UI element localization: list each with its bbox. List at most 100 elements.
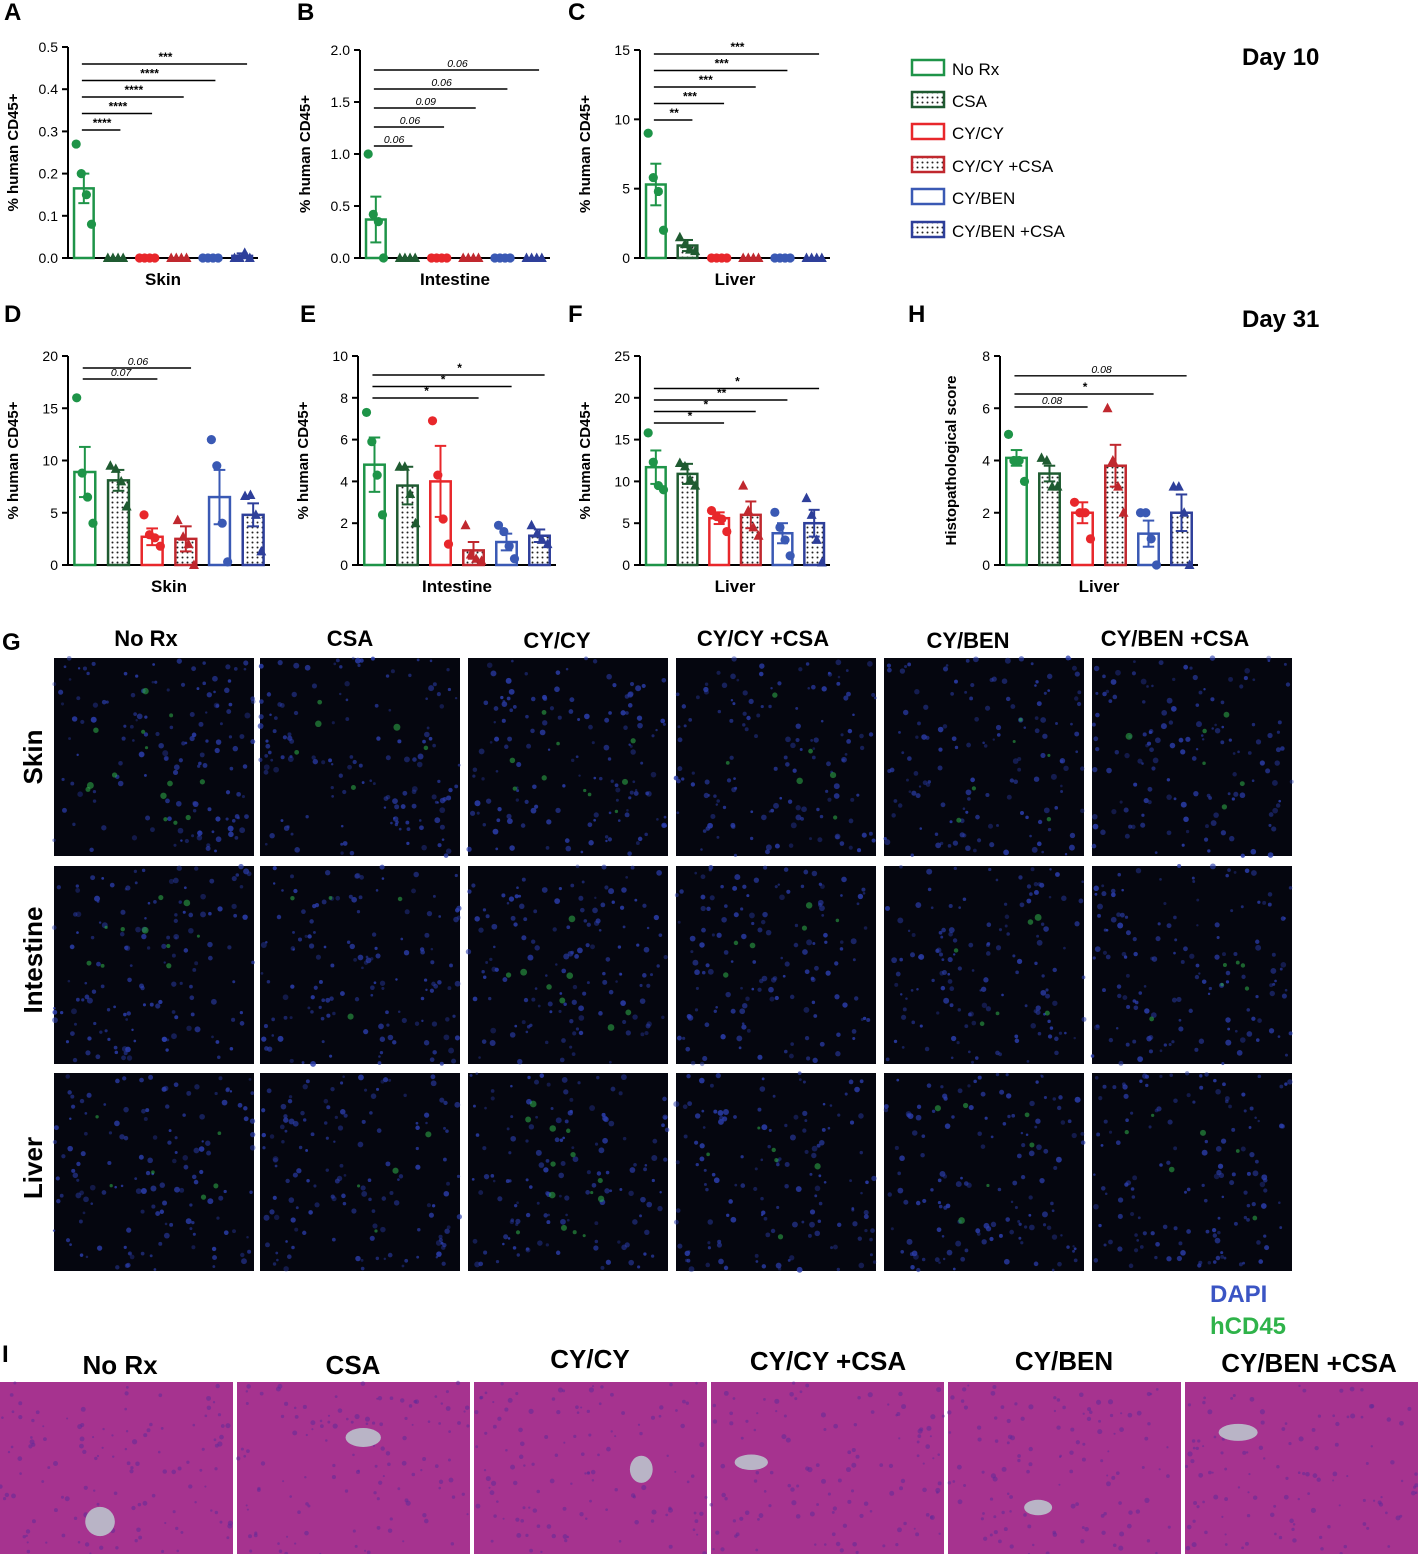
dapi-nucleus xyxy=(577,947,583,954)
he-nucleus xyxy=(1127,1412,1133,1418)
data-point xyxy=(811,534,822,544)
legend-label: CY/BEN +CSA xyxy=(952,222,1066,241)
dapi-nucleus xyxy=(990,1221,997,1228)
dapi-nucleus xyxy=(746,1028,751,1033)
significance-label: *** xyxy=(683,90,697,104)
he-nucleus xyxy=(556,1409,561,1415)
dapi-nucleus xyxy=(439,704,445,709)
dapi-nucleus xyxy=(891,957,898,964)
dapi-nucleus xyxy=(371,1209,376,1213)
he-nucleus xyxy=(354,1544,358,1548)
dapi-nucleus xyxy=(713,794,717,798)
dapi-nucleus xyxy=(1043,1095,1047,1100)
dapi-nucleus xyxy=(136,713,143,720)
dapi-nucleus xyxy=(281,1139,285,1144)
dapi-nucleus xyxy=(698,1077,705,1084)
significance-label: 0.09 xyxy=(416,96,437,108)
dapi-nucleus xyxy=(903,664,908,669)
stain-label-hcd45: hCD45 xyxy=(1210,1313,1286,1340)
dapi-nucleus xyxy=(147,1157,153,1164)
dapi-nucleus xyxy=(789,994,795,1000)
he-nucleus xyxy=(192,1423,196,1427)
dapi-nucleus xyxy=(123,1012,127,1017)
dapi-nucleus xyxy=(587,822,593,828)
dapi-nucleus xyxy=(1041,1211,1048,1218)
dapi-nucleus xyxy=(849,1120,855,1125)
he-nucleus xyxy=(102,1427,105,1431)
he-nucleus xyxy=(282,1480,285,1483)
he-nucleus xyxy=(84,1542,90,1547)
dapi-nucleus xyxy=(397,1010,401,1014)
hcd45-signal xyxy=(956,817,962,823)
dapi-nucleus xyxy=(90,716,97,723)
dapi-nucleus xyxy=(1166,1160,1171,1165)
he-nucleus xyxy=(389,1517,393,1521)
dapi-nucleus xyxy=(1279,1084,1284,1089)
dapi-nucleus xyxy=(1125,973,1130,978)
dapi-nucleus xyxy=(354,997,360,1002)
dapi-nucleus xyxy=(200,893,206,900)
he-nucleus xyxy=(438,1479,444,1484)
data-point xyxy=(1179,507,1190,517)
he-nucleus xyxy=(389,1396,394,1400)
dapi-nucleus xyxy=(981,1239,987,1245)
dapi-nucleus xyxy=(984,705,991,711)
he-nucleus xyxy=(427,1420,431,1423)
dapi-nucleus xyxy=(1122,1084,1128,1090)
dapi-nucleus xyxy=(380,1079,385,1084)
he-nucleus xyxy=(570,1482,573,1485)
dapi-nucleus xyxy=(404,909,410,915)
dapi-nucleus xyxy=(62,807,67,813)
dapi-nucleus xyxy=(1225,1017,1231,1023)
dapi-nucleus xyxy=(952,1267,956,1271)
dapi-nucleus xyxy=(1197,1263,1202,1268)
dapi-nucleus xyxy=(264,1046,269,1051)
he-nucleus xyxy=(1185,1545,1191,1551)
dapi-nucleus xyxy=(485,798,492,804)
dapi-nucleus xyxy=(51,925,57,930)
dapi-nucleus xyxy=(723,1109,729,1115)
dapi-nucleus xyxy=(221,1099,228,1106)
dapi-nucleus xyxy=(546,1220,551,1225)
data-point xyxy=(653,186,663,197)
dapi-nucleus xyxy=(224,687,230,693)
dapi-nucleus xyxy=(938,747,943,752)
he-nucleus xyxy=(659,1405,664,1410)
dapi-nucleus xyxy=(432,1050,437,1055)
dapi-nucleus xyxy=(1117,1197,1124,1203)
hcd45-signal xyxy=(100,963,105,968)
dapi-nucleus xyxy=(126,1011,131,1016)
dapi-nucleus xyxy=(938,1204,943,1209)
dapi-nucleus xyxy=(973,1079,977,1084)
dapi-nucleus xyxy=(817,837,823,843)
dapi-nucleus xyxy=(120,909,126,915)
dapi-nucleus xyxy=(588,840,594,846)
dapi-nucleus xyxy=(349,943,355,950)
he-nucleus xyxy=(1380,1496,1383,1499)
dapi-nucleus xyxy=(810,739,814,742)
dapi-nucleus xyxy=(1055,1156,1062,1163)
dapi-nucleus xyxy=(725,991,731,998)
he-nucleus xyxy=(564,1538,568,1543)
dapi-nucleus xyxy=(1034,961,1038,966)
dapi-nucleus xyxy=(871,838,876,843)
dapi-nucleus xyxy=(376,1128,382,1133)
he-nucleus xyxy=(82,1449,87,1455)
he-nucleus xyxy=(1187,1451,1193,1457)
dapi-nucleus xyxy=(127,1251,133,1256)
dapi-nucleus xyxy=(676,1035,682,1041)
dapi-nucleus xyxy=(598,928,602,932)
he-nucleus xyxy=(919,1427,924,1432)
he-nucleus xyxy=(1001,1510,1005,1515)
dapi-nucleus xyxy=(1103,928,1107,932)
dapi-nucleus xyxy=(713,1009,717,1013)
he-nucleus xyxy=(591,1479,595,1482)
significance-label: *** xyxy=(730,40,744,54)
dapi-nucleus xyxy=(124,1263,130,1269)
dapi-nucleus xyxy=(598,776,603,781)
dapi-nucleus xyxy=(71,1104,76,1109)
he-nucleus xyxy=(1307,1492,1311,1496)
dapi-nucleus xyxy=(395,978,398,981)
dapi-nucleus xyxy=(1178,1026,1184,1032)
